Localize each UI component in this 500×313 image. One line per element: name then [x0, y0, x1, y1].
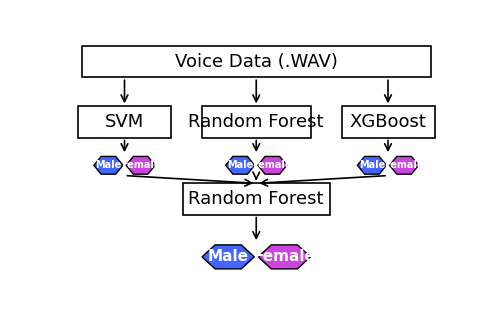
Polygon shape: [258, 245, 310, 269]
Text: Random Forest: Random Forest: [188, 190, 324, 208]
Text: Female: Female: [254, 249, 316, 264]
Text: SVM: SVM: [105, 113, 144, 131]
Text: Male: Male: [227, 160, 254, 170]
Text: Female: Female: [252, 160, 292, 170]
Text: Male: Male: [208, 249, 248, 264]
Text: Male: Male: [96, 160, 122, 170]
Text: XGBoost: XGBoost: [350, 113, 426, 131]
Text: Female: Female: [384, 160, 424, 170]
Polygon shape: [202, 245, 254, 269]
FancyBboxPatch shape: [182, 183, 330, 215]
Polygon shape: [226, 156, 254, 174]
FancyBboxPatch shape: [78, 106, 171, 138]
Polygon shape: [126, 156, 155, 174]
FancyBboxPatch shape: [202, 106, 310, 138]
Polygon shape: [94, 156, 123, 174]
FancyBboxPatch shape: [82, 46, 430, 77]
Text: Female: Female: [121, 160, 160, 170]
FancyBboxPatch shape: [342, 106, 434, 138]
Text: Male: Male: [359, 160, 385, 170]
Polygon shape: [358, 156, 386, 174]
Polygon shape: [390, 156, 418, 174]
Polygon shape: [258, 156, 287, 174]
Text: Random Forest: Random Forest: [188, 113, 324, 131]
Text: Voice Data (.WAV): Voice Data (.WAV): [175, 53, 338, 71]
